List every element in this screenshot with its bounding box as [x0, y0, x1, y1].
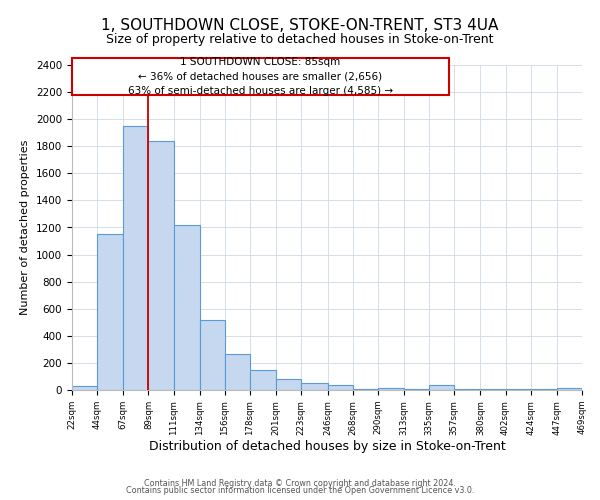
- Bar: [276, 379, 301, 390]
- Text: 1 SOUTHDOWN CLOSE: 85sqm
← 36% of detached houses are smaller (2,656)
63% of sem: 1 SOUTHDOWN CLOSE: 85sqm ← 36% of detach…: [128, 56, 393, 96]
- Text: Contains public sector information licensed under the Open Government Licence v3: Contains public sector information licen…: [126, 486, 474, 495]
- Bar: [301, 383, 328, 390]
- Text: 1, SOUTHDOWN CLOSE, STOKE-ON-TRENT, ST3 4UA: 1, SOUTHDOWN CLOSE, STOKE-ON-TRENT, ST3 …: [101, 18, 499, 32]
- Text: Size of property relative to detached houses in Stoke-on-Trent: Size of property relative to detached ho…: [106, 32, 494, 46]
- Bar: [328, 384, 353, 390]
- Y-axis label: Number of detached properties: Number of detached properties: [20, 140, 31, 315]
- Bar: [72, 386, 97, 390]
- Bar: [378, 388, 404, 390]
- Text: Contains HM Land Registry data © Crown copyright and database right 2024.: Contains HM Land Registry data © Crown c…: [144, 478, 456, 488]
- Bar: [200, 320, 225, 390]
- Bar: [429, 386, 454, 390]
- Bar: [250, 370, 276, 390]
- Bar: [124, 126, 148, 390]
- FancyBboxPatch shape: [72, 58, 449, 95]
- Bar: [173, 225, 200, 390]
- X-axis label: Distribution of detached houses by size in Stoke-on-Trent: Distribution of detached houses by size …: [149, 440, 505, 453]
- Bar: [353, 388, 378, 390]
- Bar: [148, 141, 173, 390]
- Bar: [557, 388, 582, 390]
- Bar: [97, 234, 124, 390]
- Bar: [481, 388, 506, 390]
- Bar: [225, 354, 250, 390]
